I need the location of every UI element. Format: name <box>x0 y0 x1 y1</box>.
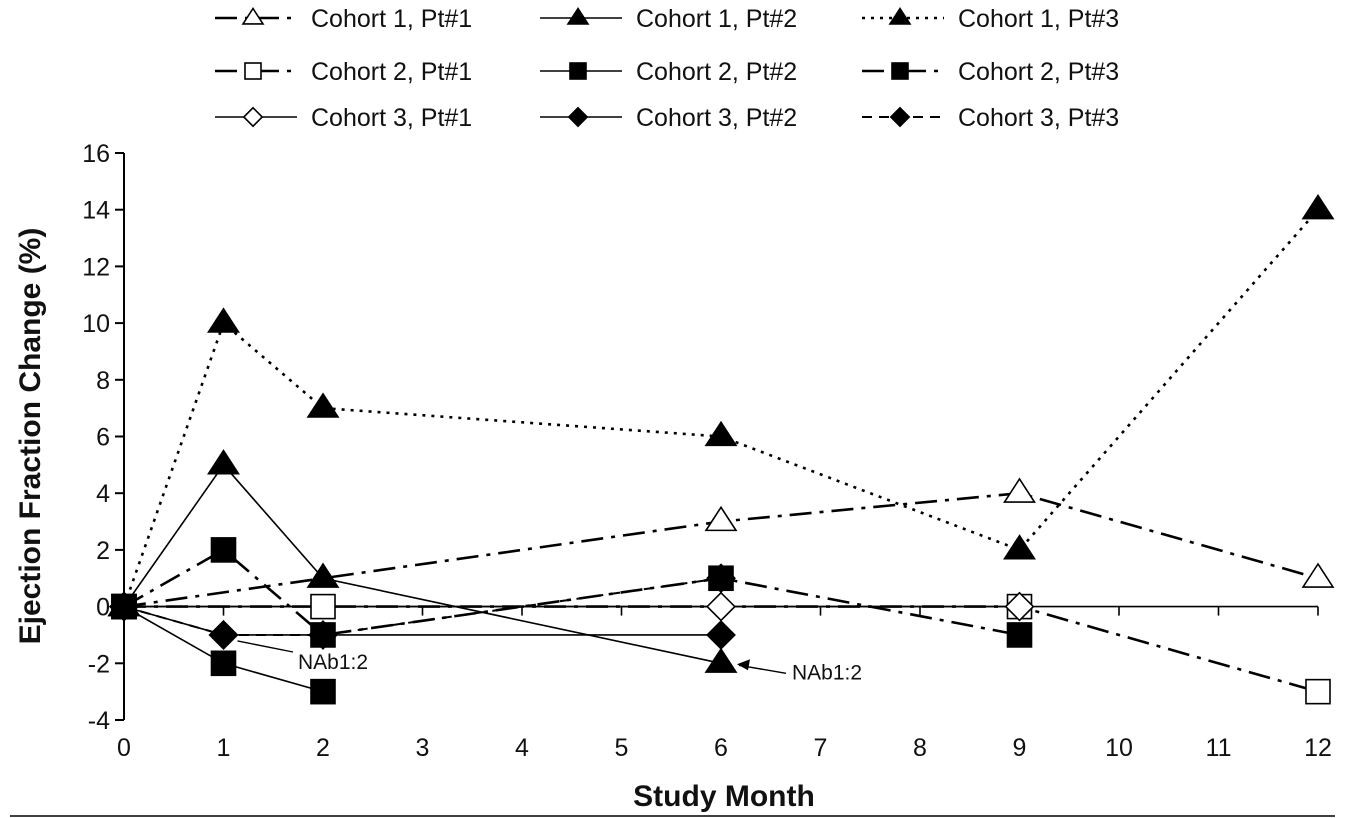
y-tick-label: 4 <box>96 480 110 508</box>
annotation-leader <box>237 640 294 653</box>
legend-entry-cohort-2-pt-1: Cohort 2, Pt#1 <box>215 58 472 86</box>
data-point <box>1301 562 1335 588</box>
annotation-label: NAb1:2 <box>792 661 862 684</box>
markers-cohort-1-pt-3 <box>107 193 1335 617</box>
series-cohort-3-pt-3 <box>123 577 722 636</box>
x-tick-label: 3 <box>416 734 430 762</box>
series-cohort-2-pt-3 <box>123 548 1020 637</box>
data-point <box>109 591 139 622</box>
legend-marker <box>244 62 262 80</box>
legend-label: Cohort 1, Pt#2 <box>636 5 797 33</box>
y-tick-label: -2 <box>88 650 110 678</box>
data-point <box>306 392 340 418</box>
x-tick-label: 12 <box>1304 734 1332 762</box>
data-point <box>1003 534 1036 560</box>
legend-entry-cohort-3-pt-2: Cohort 3, Pt#2 <box>540 104 797 132</box>
annotation-label: NAb1:2 <box>298 651 368 674</box>
x-tick-label: 5 <box>615 734 629 762</box>
y-tick-label: -4 <box>88 707 110 735</box>
arrow-head <box>737 659 750 671</box>
data-point <box>704 505 738 532</box>
data-point <box>1003 477 1036 503</box>
y-tick-label: 8 <box>96 367 110 395</box>
data-point <box>207 449 240 475</box>
x-tick-label: 9 <box>1013 734 1027 762</box>
data-point <box>704 647 738 673</box>
legend-entry-cohort-2-pt-2: Cohort 2, Pt#2 <box>540 58 797 86</box>
data-point <box>208 620 239 650</box>
legend-marker <box>241 7 265 25</box>
data-point <box>706 563 736 594</box>
x-tick-label: 1 <box>217 734 231 762</box>
x-tick-label: 11 <box>1206 734 1232 762</box>
legend-entry-cohort-1-pt-1: Cohort 1, Pt#1 <box>215 5 472 33</box>
legend-marker <box>889 106 911 128</box>
legend-marker <box>891 62 909 80</box>
y-tick-label: 10 <box>82 310 110 338</box>
legend-label: Cohort 1, Pt#1 <box>311 5 472 33</box>
y-tick-label: 14 <box>82 197 110 225</box>
data-point <box>207 307 240 333</box>
series-cohort-1-pt-2 <box>123 463 722 665</box>
legend-entry-cohort-1-pt-2: Cohort 1, Pt#2 <box>540 5 797 33</box>
legend-marker <box>567 106 589 128</box>
legend: Cohort 1, Pt#1 Cohort 1, Pt#2 Cohort 1, Pt… <box>215 5 1119 132</box>
x-axis-title: Study Month <box>633 780 815 813</box>
y-axis-title: Ejection Fraction Change (%) <box>14 228 47 645</box>
data-point <box>1305 678 1331 705</box>
data-point <box>706 620 736 650</box>
y-tick-label: 16 <box>82 140 110 168</box>
x-tick-label: 0 <box>117 734 131 762</box>
legend-label: Cohort 2, Pt#1 <box>311 58 472 86</box>
markers-cohort-3-pt-3 <box>109 563 736 650</box>
series-line <box>123 577 722 636</box>
x-tick-label: 2 <box>316 734 330 762</box>
data-point <box>1006 622 1033 648</box>
series-line <box>122 208 1319 608</box>
data-point <box>306 562 340 588</box>
annotations: NAb1:2 NAb1:2 <box>237 640 862 684</box>
legend-label: Cohort 3, Pt#3 <box>958 104 1119 132</box>
y-tick-label: 6 <box>96 424 110 452</box>
data-point <box>310 593 336 620</box>
legend-entry-cohort-3-pt-3: Cohort 3, Pt#3 <box>862 104 1119 132</box>
series-cohort-1-pt-3 <box>122 208 1319 608</box>
y-tick-label: 2 <box>96 537 110 565</box>
x-tick-label: 8 <box>913 734 927 762</box>
x-tick-label: 7 <box>814 734 828 762</box>
series-line <box>123 491 1319 608</box>
series-line <box>123 548 1020 637</box>
legend-marker <box>566 7 590 25</box>
legend-entry-cohort-1-pt-3: Cohort 1, Pt#3 <box>862 5 1119 33</box>
legend-label: Cohort 3, Pt#1 <box>311 104 472 132</box>
data-point <box>1004 591 1035 622</box>
series-line <box>123 463 722 665</box>
y-tick-label: 0 <box>96 594 110 622</box>
data-point <box>210 650 237 677</box>
data-point <box>310 678 336 705</box>
legend-label: Cohort 3, Pt#2 <box>636 104 797 132</box>
data-point <box>210 537 237 563</box>
x-tick-label: 4 <box>515 734 529 762</box>
legend-entry-cohort-2-pt-3: Cohort 2, Pt#3 <box>862 58 1119 86</box>
x-tick-label: 10 <box>1105 734 1133 762</box>
legend-label: Cohort 1, Pt#3 <box>958 5 1119 33</box>
legend-marker <box>569 62 587 80</box>
series-cohort-1-pt-1 <box>123 491 1319 608</box>
data-point <box>704 420 738 447</box>
data-point <box>1301 193 1335 220</box>
legend-marker <box>242 106 264 128</box>
legend-entry-cohort-3-pt-1: Cohort 3, Pt#1 <box>215 104 472 132</box>
legend-label: Cohort 2, Pt#2 <box>636 58 797 86</box>
y-tick-label: 12 <box>82 253 110 281</box>
series-layer <box>107 193 1335 705</box>
x-tick-label: 6 <box>714 734 728 762</box>
data-point <box>706 591 736 622</box>
legend-label: Cohort 2, Pt#3 <box>958 58 1119 86</box>
data-point <box>308 620 338 650</box>
legend-marker <box>888 7 912 25</box>
